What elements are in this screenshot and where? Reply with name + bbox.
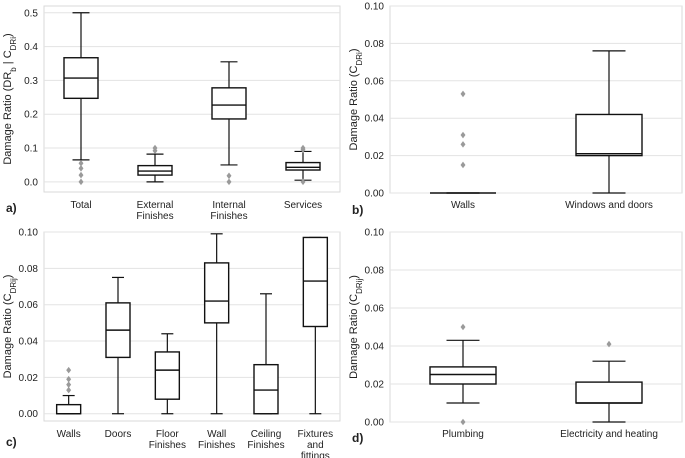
- box-ceiling-finishes: Ceiling Finishes: [247, 293, 285, 451]
- y-tick-label: 0.02: [365, 151, 385, 162]
- outlier-point: [460, 131, 466, 139]
- outlier-point: [152, 144, 158, 152]
- y-tick-label: 0.5: [24, 8, 38, 19]
- x-category-label: Floor Finishes: [149, 429, 186, 451]
- outlier-point: [460, 418, 466, 426]
- outlier-point: [460, 161, 466, 169]
- box-windows-and-doors: Windows and doors: [565, 50, 653, 211]
- x-category-label: Fixtures and fittings: [298, 429, 334, 458]
- panel-a: 0.0 0.1 0.2 0.3 0.4 0.5 Damage Ratio (DRb | CD…: [2, 5, 341, 222]
- box-total: Total: [63, 12, 99, 211]
- box-walls: Walls: [55, 366, 82, 440]
- outlier-point: [66, 386, 72, 394]
- iqr-box: [575, 381, 643, 404]
- y-tick-label: 0.00: [365, 418, 385, 429]
- y-tick-label: 0.10: [365, 2, 385, 13]
- panel-letter: d): [352, 431, 363, 445]
- y-tick-label: 0.3: [24, 76, 38, 87]
- iqr-box: [203, 262, 230, 324]
- y-tick-label: 0.08: [19, 264, 39, 275]
- iqr-box: [154, 351, 181, 400]
- outlier-point: [226, 178, 232, 186]
- y-axis-title: Damage Ratio (CDRi): [348, 48, 364, 150]
- x-category-label: Wall Finishes: [198, 429, 235, 451]
- panel-letter: c): [6, 435, 17, 449]
- iqr-box: [429, 366, 497, 385]
- box-services: Services: [284, 144, 322, 211]
- box-internal-finishes: Internal Finishes: [210, 61, 248, 222]
- plot-frame: [389, 5, 683, 194]
- box-plumbing: Plumbing: [429, 323, 497, 440]
- y-axis-title: Damage Ratio (CDRij): [2, 275, 18, 379]
- outlier-point: [226, 172, 232, 180]
- y-tick-label: 0.10: [19, 228, 39, 239]
- y-tick-label: 0.0: [24, 177, 38, 188]
- y-tick-label: 0.00: [365, 189, 385, 200]
- panel-letter: a): [6, 201, 17, 215]
- y-tick-label: 0.04: [365, 342, 385, 353]
- outlier-point: [66, 366, 72, 374]
- iqr-box: [253, 363, 279, 415]
- panel-b: 0.00 0.02 0.04 0.06 0.08 0.10 Damage Ratio (CD…: [348, 2, 683, 217]
- y-tick-label: 0.2: [24, 110, 38, 121]
- y-tick-label: 0.00: [19, 409, 39, 420]
- box-walls: Walls: [430, 90, 496, 211]
- outlier-point: [460, 323, 466, 331]
- x-category-label: Total: [70, 200, 91, 211]
- x-category-label: Walls: [57, 429, 81, 440]
- box-doors: Doors: [105, 276, 132, 440]
- iqr-box: [55, 403, 82, 415]
- outlier-point: [460, 141, 466, 148]
- box-electricity-and-heating: Electricity and heating: [560, 340, 658, 440]
- outlier-point: [78, 159, 84, 167]
- panel-d: 0.00 0.02 0.04 0.06 0.08 0.10 Damage Ratio (CD…: [348, 228, 683, 445]
- iqr-box: [285, 161, 321, 171]
- x-category-label: Plumbing: [442, 429, 484, 440]
- x-category-label: External Finishes: [136, 200, 173, 222]
- box-wall-finishes: Wall Finishes: [198, 233, 235, 451]
- outlier-point: [78, 178, 84, 186]
- x-category-label: Services: [284, 200, 322, 211]
- outlier-point: [66, 375, 72, 383]
- outlier-point: [606, 340, 612, 348]
- y-tick-label: 0.06: [19, 300, 39, 311]
- y-axis-title: Damage Ratio (DRb | CDRi): [2, 33, 18, 164]
- y-tick-label: 0.10: [365, 228, 385, 239]
- box-fixtures-and-fittings: Fixtures and fittings: [298, 236, 334, 458]
- box-external-finishes: External Finishes: [136, 144, 174, 222]
- y-tick-label: 0.4: [24, 42, 38, 53]
- outlier-point: [78, 165, 84, 172]
- y-tick-label: 0.06: [365, 76, 385, 87]
- y-tick-label: 0.08: [365, 39, 385, 50]
- y-tick-label: 0.1: [24, 144, 38, 155]
- iqr-box: [211, 87, 247, 120]
- outlier-point: [460, 90, 466, 98]
- x-category-label: Walls: [451, 200, 475, 211]
- x-category-label: Doors: [105, 429, 132, 440]
- y-tick-label: 0.04: [19, 337, 39, 348]
- iqr-box: [575, 113, 643, 157]
- iqr-box: [302, 236, 329, 328]
- panel-c: 0.00 0.02 0.04 0.06 0.08 0.10 Damage Ratio (CD…: [2, 228, 341, 458]
- y-tick-label: 0.04: [365, 114, 385, 125]
- x-category-label: Ceiling Finishes: [247, 429, 284, 451]
- panel-letter: b): [352, 203, 363, 217]
- x-category-label: Internal Finishes: [210, 200, 247, 222]
- y-tick-label: 0.06: [365, 304, 385, 315]
- outlier-point: [300, 178, 306, 186]
- y-tick-label: 0.02: [365, 380, 385, 391]
- y-tick-label: 0.02: [19, 373, 39, 384]
- box-floor-finishes: Floor Finishes: [149, 333, 186, 451]
- y-axis-title: Damage Ratio (CDRij): [348, 275, 364, 379]
- x-category-label: Windows and doors: [565, 200, 653, 211]
- outlier-point: [66, 381, 72, 388]
- plot-frame: [43, 5, 341, 193]
- plot-frame: [43, 231, 341, 422]
- x-category-label: Electricity and heating: [560, 429, 658, 440]
- y-tick-label: 0.08: [365, 266, 385, 277]
- outlier-point: [300, 144, 306, 152]
- outlier-point: [78, 171, 84, 179]
